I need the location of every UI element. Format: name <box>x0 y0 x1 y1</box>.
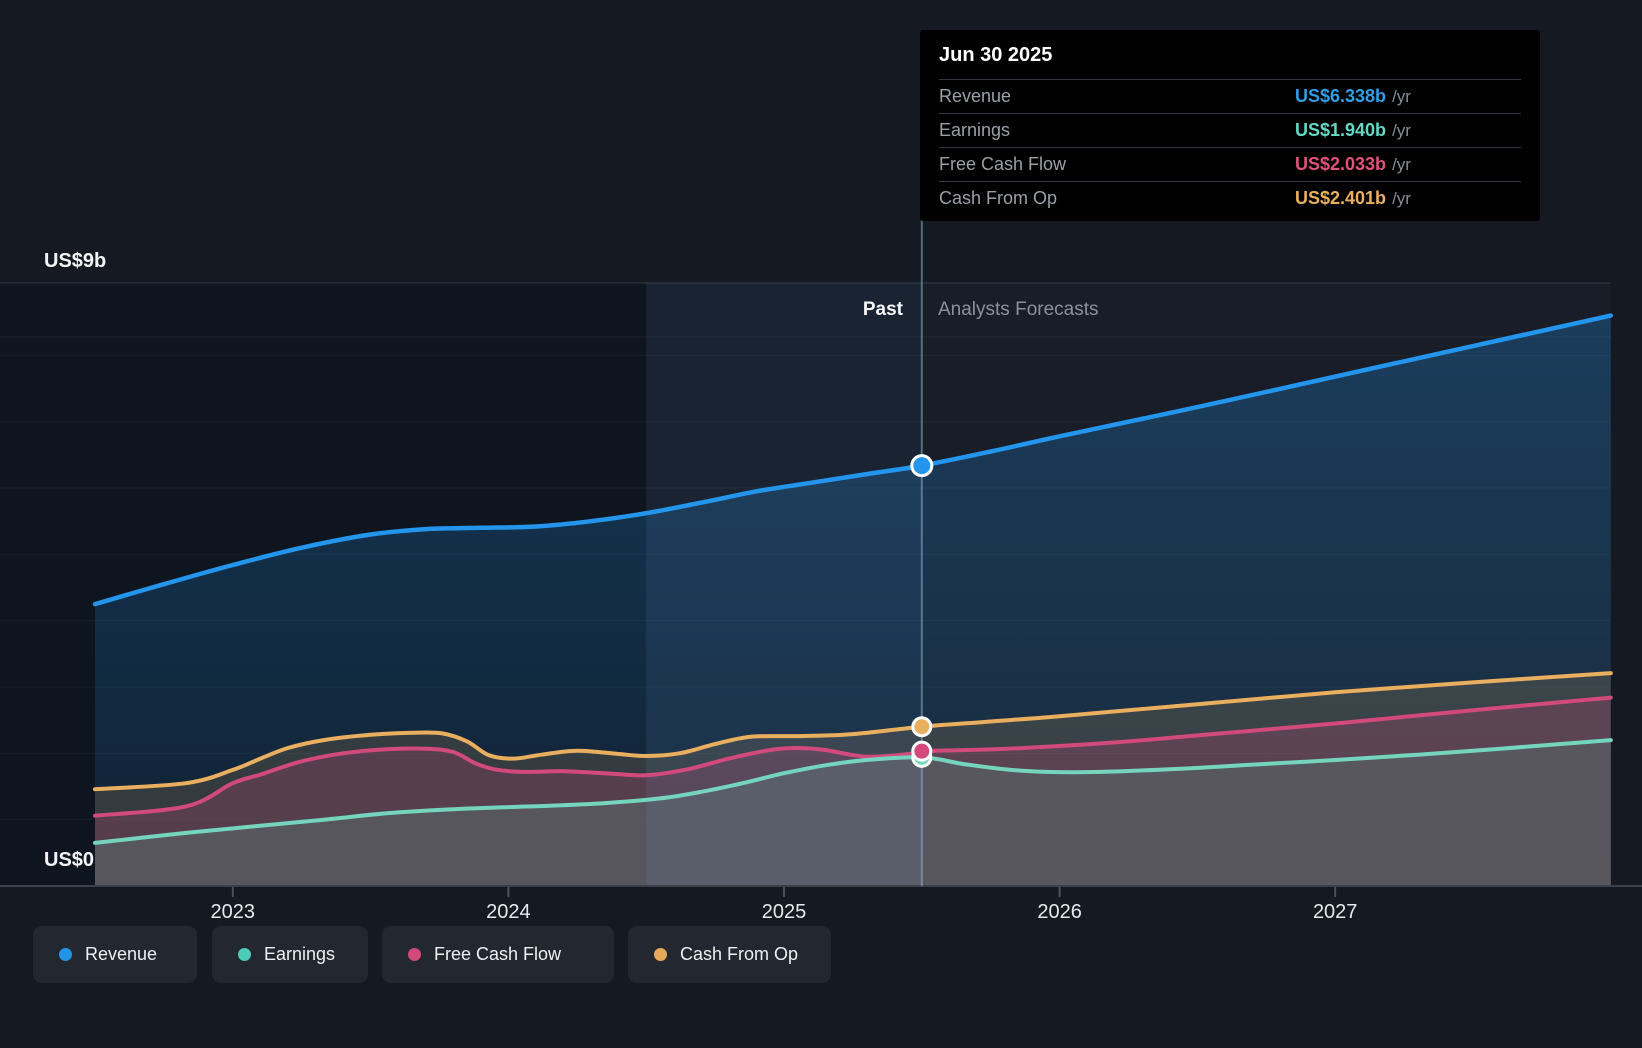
x-axis-year-label: 2024 <box>486 901 531 923</box>
x-axis-year-label: 2025 <box>761 901 807 923</box>
tooltip-row-unit: /yr <box>1392 188 1411 208</box>
tooltip-row-unit: /yr <box>1392 154 1411 174</box>
chart-legend: Revenue Earnings Free Cash Flow Cash From O… <box>0 926 1642 983</box>
revenue-marker-dot[interactable] <box>910 454 934 478</box>
cash-from-op-marker-dot[interactable] <box>911 716 933 738</box>
tooltip-row-label: Revenue <box>939 86 1012 106</box>
tooltip-row-value: US$1.940b <box>1295 120 1387 140</box>
past-year-highlight-band <box>646 283 922 886</box>
legend-item-label: Free Cash Flow <box>434 944 562 964</box>
legend-dot-icon <box>238 948 251 961</box>
y-axis-zero-label: US$0 <box>44 849 95 871</box>
tooltip-row-free-cash-flow: Free Cash Flow US$2.033b/yr <box>939 147 1521 181</box>
x-axis-year-label: 2026 <box>1037 901 1082 923</box>
tooltip-row-value: US$6.338b <box>1295 86 1387 106</box>
tooltip-row-cash-from-op: Cash From Op US$2.401b/yr <box>939 181 1521 215</box>
tooltip-row-label: Earnings <box>939 120 1011 140</box>
free-cash-flow-marker-dot[interactable] <box>911 740 933 762</box>
legend-dot-icon <box>59 948 72 961</box>
free-cash-flow-line[interactable] <box>93 695 1613 818</box>
tooltip-row-unit: /yr <box>1392 86 1411 106</box>
tooltip-row-label: Cash From Op <box>939 188 1058 208</box>
chart-tooltip: Jun 30 2025 Revenue US$6.338b/yr Earnings U… <box>920 30 1540 221</box>
revenue-line[interactable] <box>92 313 1614 607</box>
cash-from-op-line[interactable] <box>93 671 1613 792</box>
legend-item-label: Revenue <box>85 944 158 964</box>
legend-item-free-cash-flow[interactable]: Free Cash Flow <box>382 926 614 983</box>
tooltip-row-value: US$2.033b <box>1295 154 1387 174</box>
x-axis-year-label: 2023 <box>210 901 256 923</box>
tooltip-row-value: US$2.401b <box>1295 188 1387 208</box>
legend-item-cash-from-op[interactable]: Cash From Op <box>628 926 831 983</box>
legend-item-earnings[interactable]: Earnings <box>212 926 368 983</box>
tooltip-date: Jun 30 2025 <box>939 44 1053 66</box>
legend-dot-icon <box>654 948 667 961</box>
legend-item-label: Earnings <box>264 944 336 964</box>
earnings-area <box>95 740 1611 886</box>
tooltip-row-label: Free Cash Flow <box>939 154 1067 174</box>
legend-item-revenue[interactable]: Revenue <box>33 926 197 983</box>
legend-item-label: Cash From Op <box>680 944 799 964</box>
past-label: Past <box>862 299 903 320</box>
tooltip-row-revenue: Revenue US$6.338b/yr <box>939 79 1521 113</box>
tooltip-row-earnings: Earnings US$1.940b/yr <box>939 113 1521 147</box>
y-axis-max-label: US$9b <box>44 250 107 272</box>
analysts-forecasts-label: Analysts Forecasts <box>938 299 1099 320</box>
tooltip-row-unit: /yr <box>1392 120 1411 140</box>
x-axis-year-label: 2027 <box>1312 901 1358 923</box>
legend-dot-icon <box>408 948 421 961</box>
earnings-line[interactable] <box>93 738 1613 845</box>
